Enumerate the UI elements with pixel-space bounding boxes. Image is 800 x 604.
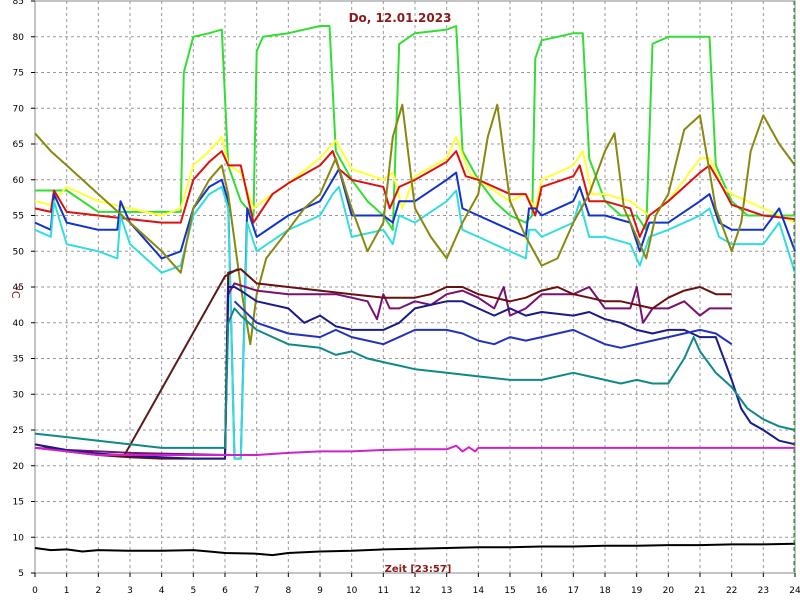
x-tick-label: 1 [64,586,70,596]
y-tick-label: 50 [13,247,25,257]
x-tick-label: 9 [317,586,323,596]
x-tick-label: 12 [409,586,420,596]
series-line-4 [34,168,796,460]
y-tick-label: 55 [13,212,24,222]
x-tick-label: 18 [599,586,611,596]
y-axis-label: °C [9,285,22,299]
chart-title: Do, 12.01.2023 [349,11,452,25]
x-tick-label: 13 [441,586,452,596]
x-tick-label: 16 [536,586,548,596]
y-tick-label: 10 [13,533,25,543]
x-tick-label: 5 [190,586,196,596]
x-tick-label: 21 [694,586,705,596]
y-tick-label: 30 [13,390,25,400]
x-tick-label: 8 [285,586,291,596]
x-tick-label: 7 [254,586,260,596]
series-line-14 [34,542,796,557]
x-axis-ticks: 0 1 2 3 4 5 6 7 8 9 10 11 12 13 14 15 16 17 18 19 20 21 22 23 24 [32,573,800,596]
y-tick-label: 45 [13,283,24,293]
x-tick-label: 20 [663,586,675,596]
x-tick-label: 6 [222,586,228,596]
x-tick-label: 14 [473,586,485,596]
series-line-10 [34,286,796,460]
y-tick-label: 15 [13,498,24,508]
x-tick-label: 3 [127,586,133,596]
series-line-13 [34,444,795,456]
series-line-3 [34,150,796,238]
y-tick-label: 75 [13,69,24,79]
x-tick-label: 24 [789,586,800,596]
x-tick-label: 19 [631,586,643,596]
y-axis-ticks: 5 10 15 20 25 30 35 40 45 50 55 60 65 70 75 80 85 [13,0,35,579]
y-tick-label: 80 [13,33,25,43]
y-tick-label: 65 [13,140,24,150]
y-tick-label: 70 [13,104,25,114]
x-tick-label: 0 [32,586,38,596]
y-tick-label: 60 [13,176,25,186]
x-tick-label: 2 [95,586,101,596]
series-line-5 [34,185,796,460]
y-tick-label: 20 [13,462,25,472]
x-tick-label: 22 [726,586,737,596]
y-tick-label: 25 [13,426,24,436]
x-axis-label: Zeit [23:57] [385,564,452,575]
x-tick-label: 23 [758,586,769,596]
series-line-12 [34,307,796,449]
x-tick-label: 4 [159,586,165,596]
y-tick-label: 40 [13,319,25,329]
y-tick-label: 35 [13,355,24,365]
x-tick-label: 11 [378,586,389,596]
series-group [34,25,796,557]
series-line-1 [35,25,795,231]
series-line-9 [122,268,239,457]
x-tick-label: 17 [568,586,579,596]
x-tick-label: 10 [346,586,358,596]
series-line-11 [233,300,733,349]
y-tick-label: 85 [13,0,24,7]
series-line-6 [34,103,796,346]
x-tick-label: 15 [504,586,515,596]
y-tick-label: 5 [18,569,24,579]
